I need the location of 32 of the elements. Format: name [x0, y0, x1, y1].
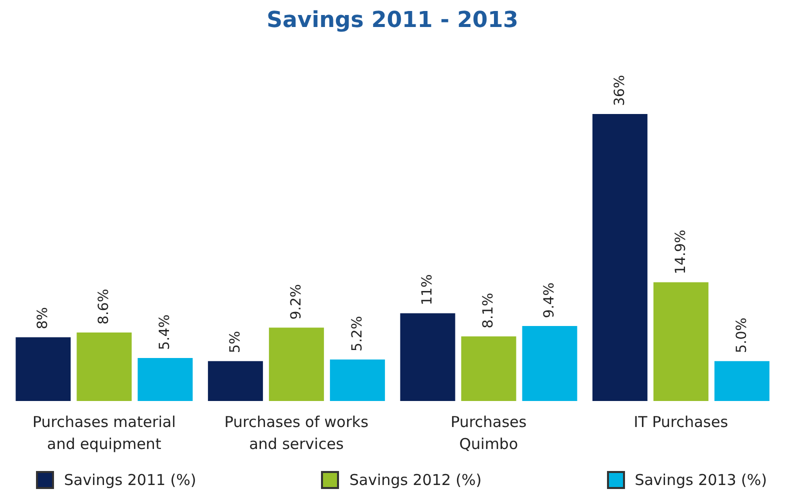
bar: [330, 360, 385, 401]
data-label: 36%: [612, 74, 628, 106]
data-label: 9.2%: [288, 284, 304, 320]
data-label: 8%: [35, 307, 52, 330]
data-label: 5%: [227, 330, 244, 354]
bar: [76, 332, 132, 401]
x-tick-label: Purchases Quimbo: [450, 413, 527, 453]
x-tick-label: Purchases material and equipment: [32, 413, 176, 453]
bar: [268, 328, 324, 401]
bar: [714, 361, 770, 401]
bar: [400, 313, 456, 401]
bar: [138, 358, 193, 401]
data-label: 8.6%: [96, 288, 112, 324]
data-label: 8.1%: [480, 292, 497, 328]
data-label: 5.4%: [157, 314, 174, 350]
bar: [522, 326, 578, 401]
legend-label: Savings 2011 (%): [64, 471, 196, 489]
data-label: 14.9%: [672, 230, 689, 274]
data-label: 11%: [420, 274, 436, 306]
data-label: 5.2%: [349, 316, 366, 352]
legend-label: Savings 2013 (%): [634, 471, 767, 489]
chart-title: Savings 2011 - 2013: [266, 8, 520, 35]
bar: [461, 336, 516, 401]
x-tick-label: IT Purchases: [634, 413, 728, 431]
data-label: 9.4%: [542, 282, 558, 318]
legend-label: Savings 2012 (%): [349, 471, 482, 489]
bar: [208, 361, 263, 401]
bar: [16, 337, 71, 401]
data-label: 5.0%: [734, 318, 750, 354]
bar: [653, 282, 708, 401]
x-tick-label: Purchases of works and services: [224, 413, 369, 453]
bar: [592, 114, 648, 401]
